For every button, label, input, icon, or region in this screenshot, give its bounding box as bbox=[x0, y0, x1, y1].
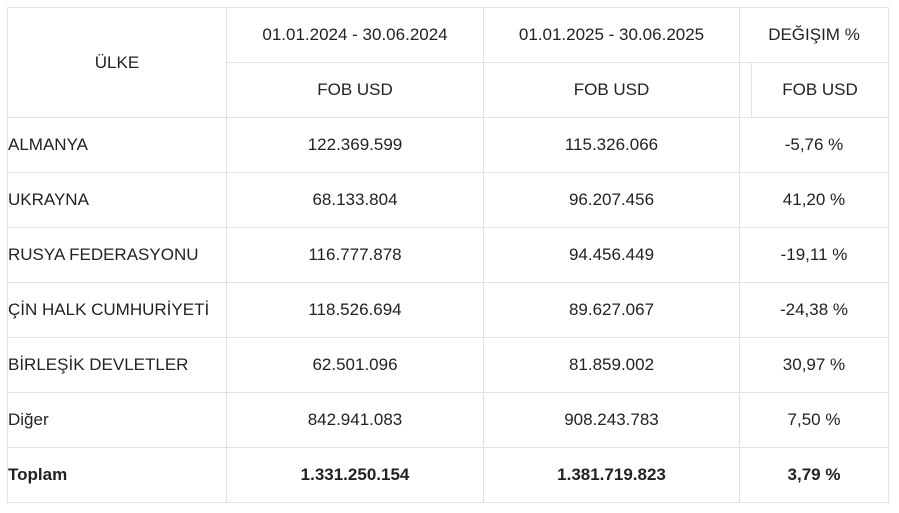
change-cell: 7,50 % bbox=[739, 392, 889, 448]
value-2024-cell: 116.777.878 bbox=[226, 227, 484, 283]
value-2024-cell: 122.369.599 bbox=[226, 117, 484, 173]
value-2025-cell: 89.627.067 bbox=[483, 282, 740, 338]
table-row: UKRAYNA 68.133.804 96.207.456 41,20 % bbox=[7, 172, 889, 228]
table-row: BİRLEŞİK DEVLETLER 62.501.096 81.859.002… bbox=[7, 337, 889, 393]
change-cell: 30,97 % bbox=[739, 337, 889, 393]
country-cell: Diğer bbox=[7, 392, 227, 448]
change-cell: -24,38 % bbox=[739, 282, 889, 338]
header-unit-2025: FOB USD bbox=[483, 62, 740, 118]
header-unit-change: FOB USD bbox=[751, 62, 889, 118]
header-row-periods: ÜLKE 01.01.2024 - 30.06.2024 01.01.2025 … bbox=[7, 7, 889, 118]
table-row: ÇİN HALK CUMHURİYETİ 118.526.694 89.627.… bbox=[7, 282, 889, 338]
header-unit-2024: FOB USD bbox=[226, 62, 484, 118]
value-2025-cell: 94.456.449 bbox=[483, 227, 740, 283]
header-period-2025: 01.01.2025 - 30.06.2025 bbox=[483, 7, 740, 63]
value-2024-cell: 68.133.804 bbox=[226, 172, 484, 228]
country-cell: BİRLEŞİK DEVLETLER bbox=[7, 337, 227, 393]
value-2025-cell: 115.326.066 bbox=[483, 117, 740, 173]
value-2025-cell: 96.207.456 bbox=[483, 172, 740, 228]
country-cell: UKRAYNA bbox=[7, 172, 227, 228]
value-2024-cell: 842.941.083 bbox=[226, 392, 484, 448]
header-gap-cell bbox=[739, 62, 752, 118]
table-row: RUSYA FEDERASYONU 116.777.878 94.456.449… bbox=[7, 227, 889, 283]
value-2025-cell: 81.859.002 bbox=[483, 337, 740, 393]
header-period-2024: 01.01.2024 - 30.06.2024 bbox=[226, 7, 484, 63]
value-2024-cell: 62.501.096 bbox=[226, 337, 484, 393]
table-row: Diğer 842.941.083 908.243.783 7,50 % bbox=[7, 392, 889, 448]
country-cell: ALMANYA bbox=[7, 117, 227, 173]
total-row: Toplam 1.331.250.154 1.381.719.823 3,79 … bbox=[7, 447, 889, 503]
export-by-country-table: ÜLKE 01.01.2024 - 30.06.2024 01.01.2025 … bbox=[7, 7, 889, 503]
table-row: ALMANYA 122.369.599 115.326.066 -5,76 % bbox=[7, 117, 889, 173]
country-cell: ÇİN HALK CUMHURİYETİ bbox=[7, 282, 227, 338]
total-2024-cell: 1.331.250.154 bbox=[226, 447, 484, 503]
header-row-units: FOB USD FOB USD FOB USD bbox=[8, 62, 889, 118]
total-label-cell: Toplam bbox=[7, 447, 227, 503]
header-change: DEĞIŞIM % bbox=[739, 7, 889, 63]
change-cell: -19,11 % bbox=[739, 227, 889, 283]
header-country: ÜLKE bbox=[7, 7, 227, 118]
trade-table-container: ÜLKE 01.01.2024 - 30.06.2024 01.01.2025 … bbox=[7, 7, 889, 503]
change-cell: 41,20 % bbox=[739, 172, 889, 228]
total-change-cell: 3,79 % bbox=[739, 447, 889, 503]
total-2025-cell: 1.381.719.823 bbox=[483, 447, 740, 503]
change-cell: -5,76 % bbox=[739, 117, 889, 173]
value-2025-cell: 908.243.783 bbox=[483, 392, 740, 448]
country-cell: RUSYA FEDERASYONU bbox=[7, 227, 227, 283]
value-2024-cell: 118.526.694 bbox=[226, 282, 484, 338]
